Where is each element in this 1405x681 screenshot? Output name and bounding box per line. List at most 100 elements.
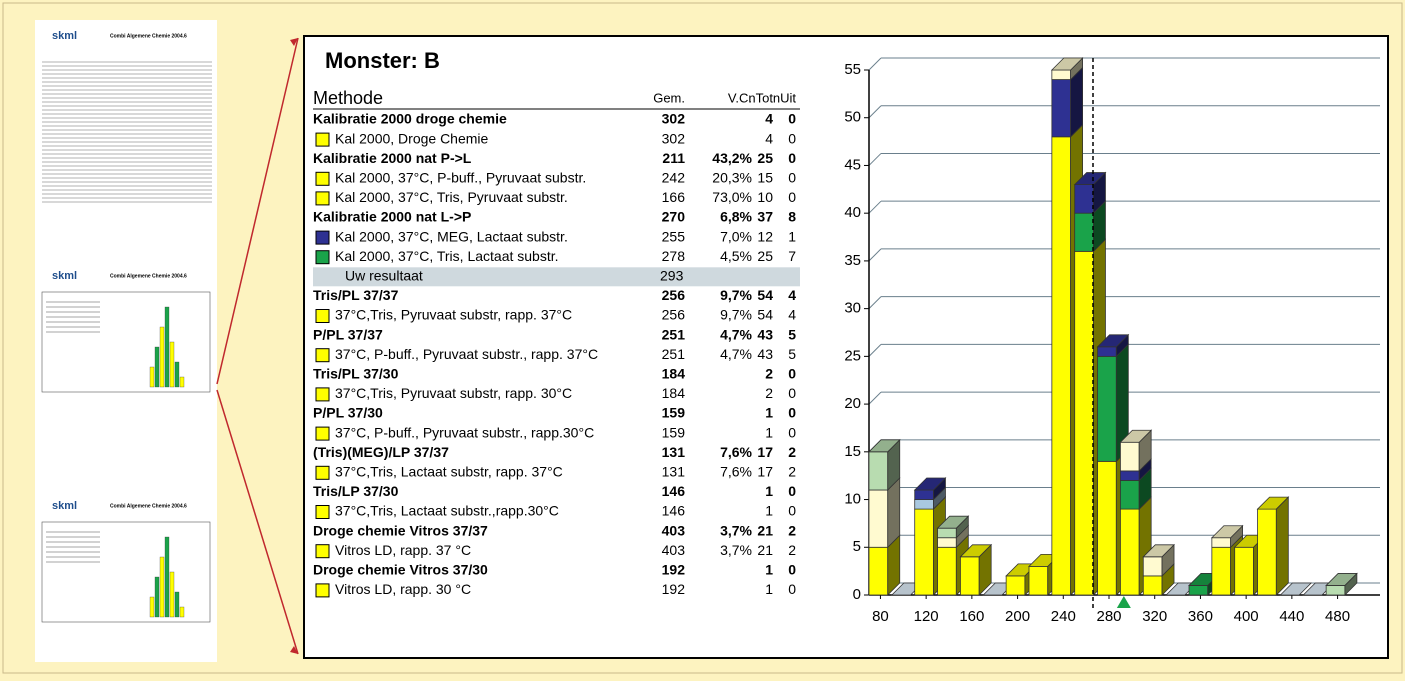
- cell-value: 9,7%: [720, 287, 752, 303]
- cell-value: 7,6%: [720, 464, 752, 480]
- legend-swatch: [316, 192, 329, 205]
- row-label: 37°C, P-buff., Pyruvaat substr., rapp. 3…: [335, 346, 598, 362]
- thumb-bar: [165, 537, 169, 617]
- bar-segment: [1006, 576, 1025, 595]
- column-header: Methode: [313, 88, 383, 108]
- row-label: 37°C,Tris, Lactaat substr, rapp. 37°C: [335, 464, 563, 480]
- x-tick-label: 400: [1234, 608, 1259, 625]
- cell-value: 15: [757, 170, 773, 186]
- legend-swatch: [316, 251, 329, 264]
- y-tick-label: 55: [844, 61, 861, 78]
- cell-value: 2: [765, 385, 773, 401]
- cell-value: 211: [662, 150, 685, 166]
- row-label: Tris/PL 37/30: [313, 366, 399, 382]
- cell-value: 0: [788, 189, 796, 205]
- cell-value: 146: [662, 503, 686, 519]
- thumb-title: Combi Algemene Chemie 2004.6: [110, 273, 187, 279]
- y-tick-label: 35: [844, 252, 861, 269]
- cell-value: 0: [788, 483, 796, 499]
- cell-value: 5: [788, 326, 796, 342]
- thumb-logo: skml: [52, 500, 77, 512]
- thumb-bar: [155, 577, 159, 617]
- y-tick-label: 5: [853, 538, 861, 555]
- cell-value: 0: [788, 503, 796, 519]
- cell-value: 0: [788, 424, 796, 440]
- legend-swatch: [316, 310, 329, 323]
- sample-title: Monster: B: [325, 48, 440, 73]
- bar-segment: [915, 509, 934, 595]
- y-tick-label: 15: [844, 443, 861, 460]
- cell-value: 1: [765, 581, 773, 597]
- cell-value: 0: [788, 385, 796, 401]
- bar-segment: [1120, 471, 1139, 481]
- bar-segment: [915, 490, 934, 500]
- bar-segment: [1212, 547, 1231, 595]
- bar-segment: [1075, 185, 1094, 214]
- thumb-bar: [150, 367, 154, 387]
- row-label: Kalibratie 2000 nat L->P: [313, 209, 471, 225]
- cell-value: 403: [662, 522, 686, 538]
- bar-segment: [915, 500, 934, 510]
- x-tick-label: 80: [872, 608, 889, 625]
- cell-value: 25: [757, 150, 773, 166]
- column-header: Gem.: [653, 90, 685, 105]
- x-tick-label: 280: [1096, 608, 1121, 625]
- bar-segment: [1120, 480, 1139, 509]
- cell-value: 73,0%: [712, 189, 752, 205]
- row-label: Uw resultaat: [345, 268, 423, 284]
- thumb-bar: [160, 327, 164, 387]
- cell-value: 17: [757, 444, 773, 460]
- cell-value: 0: [788, 366, 796, 382]
- cell-value: 0: [788, 111, 796, 127]
- row-label: Kalibratie 2000 droge chemie: [313, 111, 507, 127]
- legend-swatch: [316, 172, 329, 185]
- legend-swatch: [316, 231, 329, 244]
- cell-value: 192: [662, 581, 686, 597]
- cell-value: 255: [662, 228, 686, 244]
- legend-swatch: [316, 466, 329, 479]
- bar-segment: [938, 547, 957, 595]
- x-tick-label: 320: [1142, 608, 1167, 625]
- row-label: Kal 2000, 37°C, MEG, Lactaat substr.: [335, 228, 568, 244]
- cell-value: 159: [662, 424, 686, 440]
- row-label: Kalibratie 2000 nat P->L: [313, 150, 472, 166]
- cell-value: 2: [788, 522, 796, 538]
- row-label: Kal 2000, 37°C, Tris, Lactaat substr.: [335, 248, 559, 264]
- cell-value: 192: [662, 562, 686, 578]
- cell-value: 8: [788, 209, 796, 225]
- cell-value: 2: [788, 464, 796, 480]
- cell-value: 293: [660, 268, 684, 284]
- row-label: Tris/PL 37/37: [313, 287, 399, 303]
- thumb-bar: [180, 607, 184, 617]
- cell-value: 0: [788, 581, 796, 597]
- cell-value: 4: [765, 111, 773, 127]
- x-tick-label: 360: [1188, 608, 1213, 625]
- cell-value: 3,7%: [720, 522, 752, 538]
- bar-side: [1276, 497, 1288, 595]
- legend-swatch: [316, 133, 329, 146]
- cell-value: 1: [765, 424, 773, 440]
- thumbnail-strip: [35, 20, 217, 662]
- cell-value: 184: [662, 385, 686, 401]
- cell-value: 1: [765, 562, 773, 578]
- cell-value: 251: [662, 346, 686, 362]
- row-label: Vitros LD, rapp. 30 °C: [335, 581, 471, 597]
- thumb-bar: [175, 362, 179, 387]
- bar-segment: [1098, 347, 1117, 357]
- legend-swatch: [316, 427, 329, 440]
- cell-value: 54: [757, 307, 773, 323]
- cell-value: 0: [788, 405, 796, 421]
- bar-segment: [1098, 461, 1117, 595]
- cell-value: 4,7%: [720, 326, 752, 342]
- cell-value: 12: [757, 228, 773, 244]
- bar-segment: [1120, 509, 1139, 595]
- cell-value: 6,8%: [720, 209, 752, 225]
- x-tick-label: 440: [1279, 608, 1304, 625]
- cell-value: 159: [662, 405, 686, 421]
- legend-swatch: [316, 349, 329, 362]
- cell-value: 43: [757, 346, 773, 362]
- row-label: 37°C,Tris, Pyruvaat substr, rapp. 30°C: [335, 385, 572, 401]
- row-label: Kal 2000, 37°C, Tris, Pyruvaat substr.: [335, 189, 568, 205]
- thumb-bar: [150, 597, 154, 617]
- bar-segment: [938, 528, 957, 538]
